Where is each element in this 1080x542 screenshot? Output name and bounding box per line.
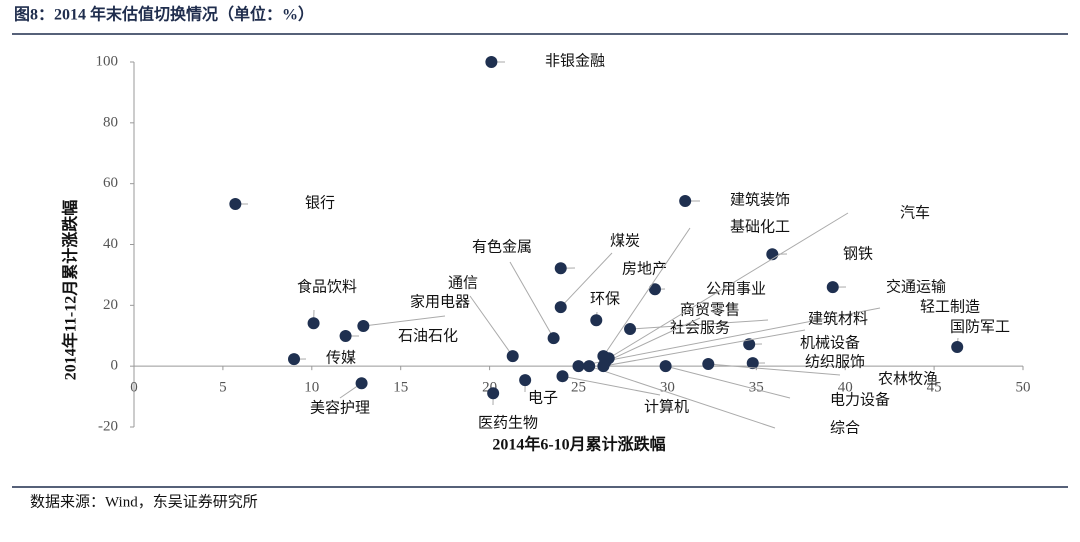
point-label: 综合 [830, 419, 860, 436]
y-tick-label: -20 [98, 418, 118, 434]
point [555, 301, 567, 313]
point [555, 262, 567, 274]
point [485, 56, 497, 68]
point [660, 360, 672, 372]
x-tick-label: 30 [660, 380, 675, 396]
point-label: 环保 [590, 290, 620, 307]
point [357, 320, 369, 332]
point-label: 电力设备 [830, 391, 890, 408]
point-label: 传媒 [326, 349, 356, 366]
leader-line [510, 262, 554, 338]
point [590, 314, 602, 326]
point-label: 房地产 [622, 260, 667, 277]
point-label: 通信 [448, 274, 478, 291]
x-axis-label: 2014年6-10月累计涨跌幅 [492, 435, 665, 454]
source: 数据来源：Wind，东吴证券研究所 [30, 493, 258, 510]
point-label: 公用事业 [706, 280, 766, 297]
point-label: 家用电器 [410, 293, 470, 310]
point-label: 机械设备 [800, 334, 860, 351]
point [649, 283, 661, 295]
x-tick-label: 0 [130, 380, 138, 396]
chart-title: 图8：2014 年末估值切换情况（单位：%） [14, 5, 314, 24]
point [229, 198, 241, 210]
point [548, 332, 560, 344]
point [573, 360, 585, 372]
point-label: 煤炭 [610, 232, 640, 249]
point-label: 银行 [305, 194, 335, 211]
point [519, 374, 531, 386]
point-label: 基础化工 [730, 218, 790, 235]
point [583, 360, 595, 372]
point [556, 370, 568, 382]
leader-line [363, 316, 445, 326]
x-tick-label: 5 [219, 380, 227, 396]
point-label: 有色金属 [472, 238, 532, 255]
point [487, 387, 499, 399]
x-tick-label: 10 [304, 380, 319, 396]
leader-line [666, 366, 790, 398]
point [827, 281, 839, 293]
y-tick-label: 0 [111, 358, 119, 374]
point-label: 纺织服饰 [805, 353, 865, 370]
y-tick-label: 80 [103, 114, 118, 130]
y-tick-label: 100 [96, 53, 119, 69]
point-label: 电子 [528, 389, 558, 406]
x-tick-label: 50 [1016, 380, 1031, 396]
point [702, 358, 714, 370]
point-label: 钢铁 [843, 245, 873, 262]
x-tick-label: 25 [571, 380, 586, 396]
point-label: 农林牧渔 [878, 370, 938, 387]
point [356, 377, 368, 389]
point-label: 建筑装饰 [730, 191, 790, 208]
point [288, 353, 300, 365]
y-axis-label: 2014年11-12月累计涨跌幅 [61, 200, 80, 380]
point-label: 食品饮料 [297, 278, 357, 295]
y-tick-label: 60 [103, 175, 118, 191]
y-tick-label: 20 [103, 297, 118, 313]
point-label: 汽车 [900, 204, 930, 221]
leader-line [470, 296, 513, 356]
point-label: 美容护理 [310, 399, 370, 416]
point [507, 350, 519, 362]
point [308, 317, 320, 329]
point-label: 非银金融 [545, 52, 605, 69]
leader-line [605, 318, 700, 362]
point-label: 石油石化 [398, 327, 458, 344]
point-label: 轻工制造 [920, 298, 980, 315]
point-label: 交通运输 [886, 277, 946, 295]
point-label: 计算机 [644, 397, 689, 415]
point-label: 医药生物 [478, 414, 538, 431]
point [951, 341, 963, 353]
point [624, 323, 636, 335]
point [597, 350, 609, 362]
x-tick-label: 15 [393, 380, 408, 396]
point [679, 195, 691, 207]
point [340, 330, 352, 342]
point-label: 国防军工 [950, 318, 1010, 335]
leader-line [589, 366, 775, 428]
point-label: 建筑材料 [808, 310, 868, 327]
y-tick-label: 40 [103, 236, 118, 252]
